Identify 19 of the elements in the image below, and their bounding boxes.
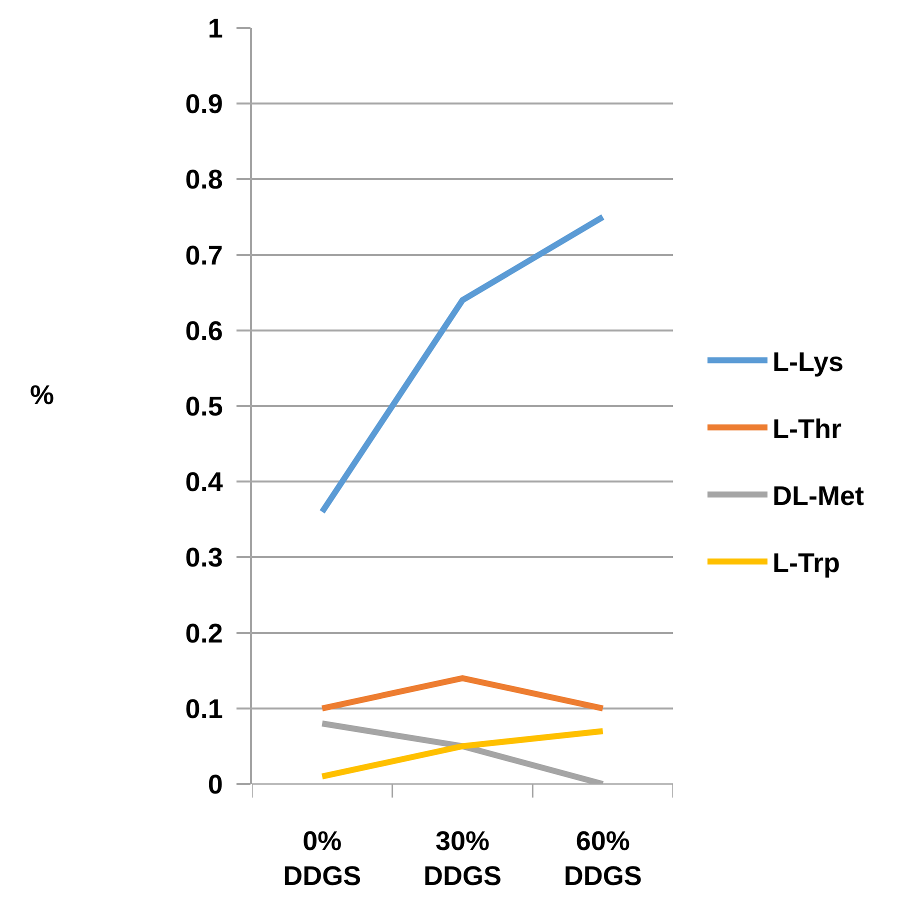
y-tick-label: 0 (208, 769, 223, 800)
legend-label: L-Trp (772, 548, 840, 578)
x-tick-label: 30% DDGS (423, 826, 502, 892)
y-axis-title: % (30, 380, 54, 410)
legend-label: DL-Met (772, 480, 864, 511)
x-tick-label: 60% DDGS (564, 826, 642, 892)
y-tick-label: 0.4 (185, 467, 223, 498)
y-tick-label: 0.7 (185, 240, 223, 270)
y-tick-label: 0.2 (185, 618, 223, 648)
y-tick-label: 0.5 (185, 391, 223, 422)
y-tick-label: 0.6 (185, 316, 223, 346)
y-tick-label: 0.3 (185, 542, 223, 573)
y-tick-label: 1 (208, 13, 223, 44)
x-tick-label: 0% DDGS (283, 826, 362, 892)
legend-label: L-Thr (772, 414, 842, 444)
y-tick-label: 0.1 (185, 694, 223, 724)
y-tick-label: 0.8 (185, 164, 223, 195)
y-tick-label: 0.9 (185, 89, 223, 120)
legend-label: L-Lys (772, 346, 844, 377)
